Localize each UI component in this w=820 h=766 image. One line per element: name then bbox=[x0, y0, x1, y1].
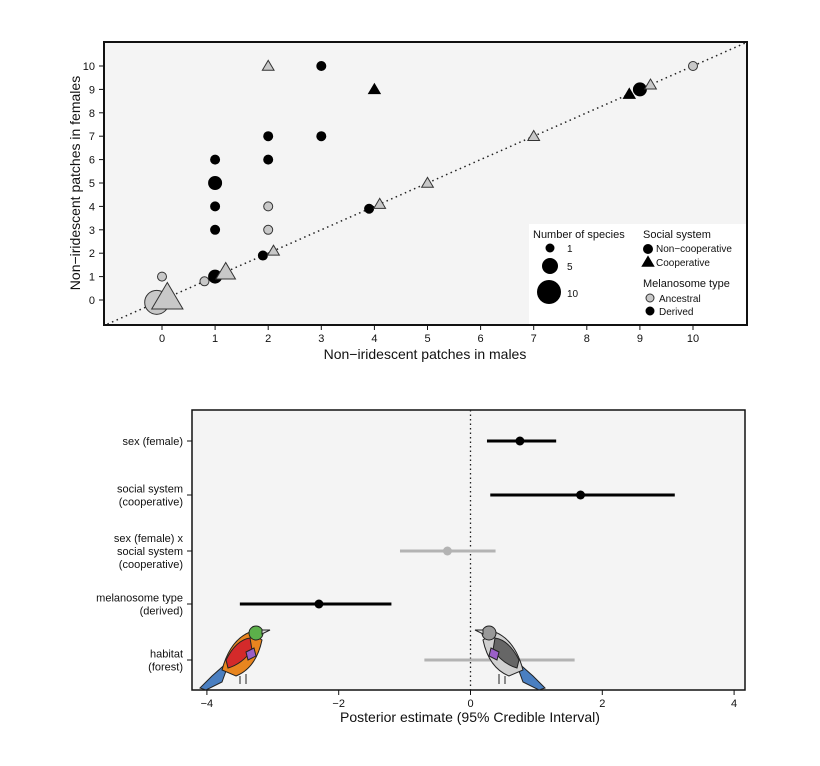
y-tick-label: 4 bbox=[89, 201, 95, 213]
data-point bbox=[263, 154, 274, 165]
data-point bbox=[157, 271, 167, 282]
x-tick-label: 2 bbox=[599, 698, 605, 710]
legend-melanosome-label: Ancestral bbox=[659, 294, 701, 305]
y-tick-label: 3 bbox=[89, 225, 95, 237]
legend-social-label: Non−cooperative bbox=[656, 244, 732, 255]
data-point bbox=[215, 261, 237, 280]
bird-legs bbox=[239, 674, 247, 684]
legend-size-title: Number of species bbox=[533, 229, 625, 241]
bird-right bbox=[474, 625, 546, 691]
data-point bbox=[261, 59, 275, 71]
legend-circle-marker bbox=[643, 244, 653, 254]
legend-ancestral-marker bbox=[645, 293, 655, 303]
y-tick-label: 10 bbox=[83, 61, 95, 73]
x-tick-label: 7 bbox=[531, 333, 537, 345]
x-tick-label: −4 bbox=[201, 698, 214, 710]
data-point bbox=[210, 224, 221, 235]
x-tick-label: 0 bbox=[467, 698, 473, 710]
x-tick-label: 3 bbox=[318, 333, 324, 345]
legend-social-title: Social system bbox=[643, 229, 711, 241]
bird-head bbox=[248, 625, 264, 641]
row-label: (cooperative) bbox=[119, 497, 183, 509]
row-label: (derived) bbox=[140, 606, 183, 618]
x-tick-label: 4 bbox=[371, 333, 377, 345]
y-tick-label: 1 bbox=[89, 272, 95, 284]
x-tick-label: 0 bbox=[159, 333, 165, 345]
data-point bbox=[257, 250, 268, 261]
row-label: (forest) bbox=[148, 662, 183, 674]
y-axis-label: Non−iridescent patches in females bbox=[67, 76, 83, 290]
data-point bbox=[622, 87, 637, 99]
legend-melanosome-label: Derived bbox=[659, 307, 693, 318]
data-point bbox=[364, 203, 375, 214]
bird-head bbox=[481, 625, 497, 641]
legend-derived-marker bbox=[645, 306, 655, 316]
posterior-estimate bbox=[442, 546, 452, 556]
x-tick-label: 2 bbox=[265, 333, 271, 345]
data-point bbox=[210, 154, 221, 165]
data-point bbox=[367, 82, 382, 95]
posterior-estimate bbox=[515, 436, 525, 446]
data-point bbox=[266, 244, 281, 256]
bird-legs bbox=[498, 674, 506, 684]
data-point bbox=[263, 131, 274, 142]
legend-size-marker bbox=[545, 243, 555, 253]
data-point bbox=[643, 78, 658, 90]
row-label: social system bbox=[117, 546, 183, 558]
legend-social-label: Cooperative bbox=[656, 258, 710, 269]
data-point bbox=[688, 61, 698, 71]
row-label: melanosome type bbox=[96, 593, 183, 605]
bird-beak bbox=[261, 629, 271, 635]
bird-throat bbox=[245, 647, 257, 661]
legend-box bbox=[529, 224, 746, 324]
posterior-estimate bbox=[576, 490, 586, 500]
legend-size-marker bbox=[537, 280, 561, 304]
x-tick-label: 6 bbox=[478, 333, 484, 345]
y-tick-label: 9 bbox=[89, 84, 95, 96]
legend-size-label: 1 bbox=[567, 244, 573, 255]
x-tick-label: 5 bbox=[424, 333, 430, 345]
x-tick-label: 9 bbox=[637, 333, 643, 345]
row-label: habitat bbox=[150, 649, 183, 661]
row-label: sex (female) x bbox=[114, 533, 184, 545]
bird-left bbox=[199, 625, 271, 691]
legend-melanosome-title: Melanosome type bbox=[643, 278, 730, 290]
y-tick-label: 2 bbox=[89, 248, 95, 260]
row-label: social system bbox=[117, 484, 183, 496]
legend-size-label: 5 bbox=[567, 262, 573, 273]
data-point bbox=[420, 176, 435, 188]
legend-triangle-marker bbox=[641, 255, 655, 267]
data-point bbox=[316, 61, 327, 71]
bird-throat bbox=[488, 647, 500, 661]
y-tick-label: 5 bbox=[89, 178, 95, 190]
legend-size-marker bbox=[542, 258, 558, 274]
x-axis-label: Posterior estimate (95% Credible Interva… bbox=[340, 709, 600, 725]
bird-beak bbox=[474, 629, 484, 635]
x-tick-label: 8 bbox=[584, 333, 590, 345]
data-point bbox=[263, 201, 274, 212]
legend-size-label: 10 bbox=[567, 289, 579, 300]
data-point bbox=[263, 224, 274, 235]
x-axis-label: Non−iridescent patches in males bbox=[324, 346, 527, 362]
x-tick-label: −2 bbox=[332, 698, 345, 710]
data-point bbox=[526, 129, 541, 141]
y-tick-label: 7 bbox=[89, 131, 95, 143]
x-tick-label: 1 bbox=[212, 333, 218, 345]
data-point bbox=[150, 281, 184, 310]
data-point bbox=[372, 197, 387, 209]
row-label: sex (female) bbox=[122, 436, 183, 448]
x-tick-label: 10 bbox=[687, 333, 699, 345]
data-point bbox=[316, 131, 327, 142]
data-point bbox=[208, 176, 223, 190]
data-point bbox=[199, 276, 210, 287]
y-tick-label: 0 bbox=[89, 295, 95, 307]
data-point bbox=[210, 201, 221, 212]
row-label: (cooperative) bbox=[119, 559, 183, 571]
y-tick-label: 6 bbox=[89, 155, 95, 167]
posterior-estimate bbox=[314, 599, 324, 609]
x-tick-label: 4 bbox=[731, 698, 737, 710]
y-tick-label: 8 bbox=[89, 108, 95, 120]
